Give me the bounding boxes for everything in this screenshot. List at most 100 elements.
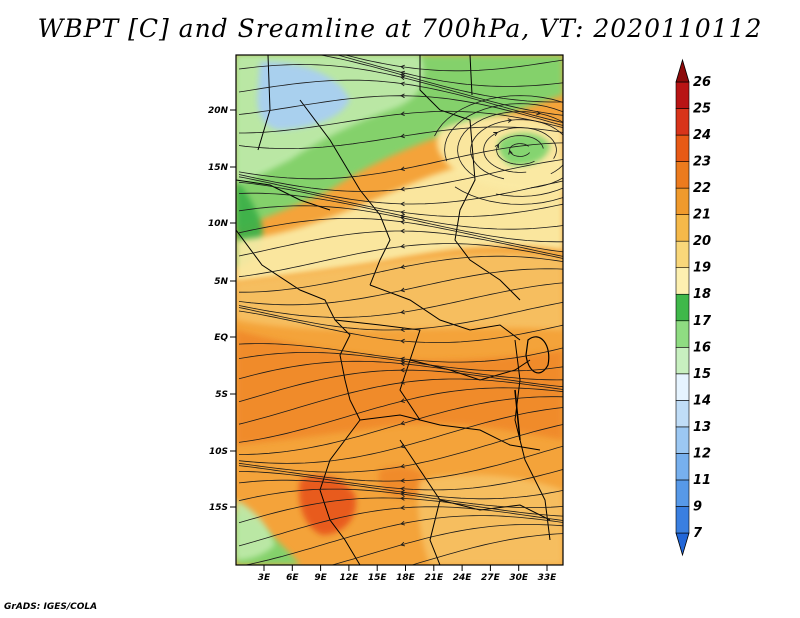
colorbar-label: 13 — [693, 420, 711, 435]
colorbar-swatch — [675, 346, 690, 375]
streamline-arrow — [400, 541, 406, 547]
light-orange-south — [418, 474, 563, 565]
colorbar-label: 24 — [693, 128, 711, 143]
streamline-arrow — [400, 398, 406, 403]
lon-tick-label: 30E — [509, 573, 529, 583]
lat-tick-label: 10N — [208, 219, 229, 229]
border-line — [439, 499, 551, 521]
colorbar-label: 18 — [693, 287, 711, 302]
streamline — [434, 95, 563, 205]
streamline-arrow — [400, 219, 405, 225]
lon-tick-label: 15E — [368, 573, 388, 583]
dark-orange-band — [236, 330, 563, 445]
colorbar-label: 22 — [693, 181, 711, 196]
lon-tick-label: 21E — [424, 573, 444, 583]
colorbar-label: 7 — [693, 526, 703, 541]
border-line — [236, 179, 331, 211]
streamline-arrow — [400, 243, 405, 249]
streamline-arrow — [400, 75, 406, 81]
streamline-arrow — [400, 210, 405, 215]
streamline-arrow — [400, 166, 405, 172]
colorbar-swatch — [675, 214, 690, 242]
colorbar-label: 25 — [693, 102, 711, 117]
lat-tick-label: 5S — [215, 390, 228, 400]
lon-tick-label: 27E — [481, 573, 501, 583]
hot-spot — [299, 475, 356, 535]
streamline-arrow — [400, 133, 405, 139]
lat-tick-label: 20N — [208, 106, 229, 116]
streamline-arrow — [400, 420, 405, 426]
pale-green-southwest — [236, 500, 275, 560]
colorbar-label: 14 — [693, 393, 711, 408]
colorbar-swatch — [675, 320, 690, 348]
longitude-axis: 3E 6E 9E 12E 15E 18E 21E 24E 27E 30E 33E — [258, 565, 557, 583]
colorbar-label: 21 — [693, 208, 711, 223]
lake-victoria — [525, 336, 550, 374]
colorbar-label: 9 — [693, 499, 702, 514]
streamline-arrow — [400, 186, 405, 192]
streamline-arrow — [508, 149, 513, 155]
colorbar-swatch — [675, 134, 690, 162]
lat-tick-label: 15N — [208, 163, 229, 173]
colorbar-upper-arrow — [675, 58, 690, 83]
lon-tick-label: 6E — [286, 573, 299, 583]
map-frame — [235, 54, 564, 566]
streamline-arrow — [507, 118, 513, 123]
streamlines — [238, 55, 563, 569]
streamline — [410, 533, 563, 565]
streamline-arrow — [401, 565, 405, 569]
border-line — [419, 55, 521, 301]
colorbar-label: 12 — [693, 446, 711, 461]
streamline-arrow — [400, 64, 405, 70]
streamline-arrow — [400, 264, 405, 270]
streamline-arrow — [400, 327, 405, 333]
colorbar-swatch — [675, 426, 690, 454]
grads-credit: GrADS: IGES/COLA — [4, 602, 98, 612]
colorbar-swatch — [675, 373, 690, 401]
streamline-arrow — [400, 463, 405, 469]
colorbar-swatch — [675, 108, 690, 136]
colorbar-swatch — [675, 81, 690, 109]
colorbar-label: 15 — [693, 367, 711, 382]
border-line — [299, 99, 391, 286]
colorbar-label: 23 — [693, 155, 711, 170]
border-line — [236, 229, 361, 565]
streamline-arrow — [400, 486, 405, 492]
lat-tick-label: EQ — [214, 333, 228, 343]
streamline-arrow — [400, 492, 405, 497]
streamline-arrow — [536, 110, 542, 116]
streamline-arrow — [400, 478, 405, 483]
streamline-arrow — [400, 443, 406, 449]
streamline-arrow — [400, 521, 405, 526]
colorbar-label: 26 — [693, 75, 711, 90]
streamline-arrow — [493, 132, 499, 137]
streamline-arrow — [400, 201, 405, 207]
colorbar-swatch — [675, 267, 690, 295]
streamline-arrow — [400, 380, 405, 385]
streamline-arrow — [400, 81, 405, 87]
colorbar-swatch — [675, 453, 690, 481]
colorbar-swatch — [675, 161, 690, 189]
colorbar-swatch — [675, 400, 690, 428]
cyclone-core — [498, 133, 550, 166]
chart-title: WBPT [C] and Sreamline at 700hPa, VT: 20… — [37, 14, 763, 43]
colorbar-label: 19 — [693, 261, 711, 276]
colorbar-lower-arrow — [675, 532, 690, 557]
streamline-arrow — [400, 361, 405, 367]
light-orange-band — [236, 252, 563, 330]
colorbar-swatch — [675, 187, 690, 215]
cream-band — [236, 156, 563, 282]
lon-tick-label: 33E — [538, 573, 558, 583]
streamline-arrow — [400, 228, 405, 234]
cool-area-north — [257, 61, 350, 130]
lat-tick-label: 5N — [214, 277, 228, 287]
colorbar-label: 17 — [693, 314, 712, 329]
latitude-axis: 20N 15N 10N 5N EQ 5S 10S 15S — [208, 106, 236, 513]
border-line — [334, 319, 421, 421]
border-line — [359, 414, 541, 451]
colorbar-swatch — [675, 293, 690, 322]
streamline-arrow — [400, 309, 405, 315]
lon-tick-label: 3E — [258, 573, 271, 583]
border-line — [257, 55, 271, 151]
